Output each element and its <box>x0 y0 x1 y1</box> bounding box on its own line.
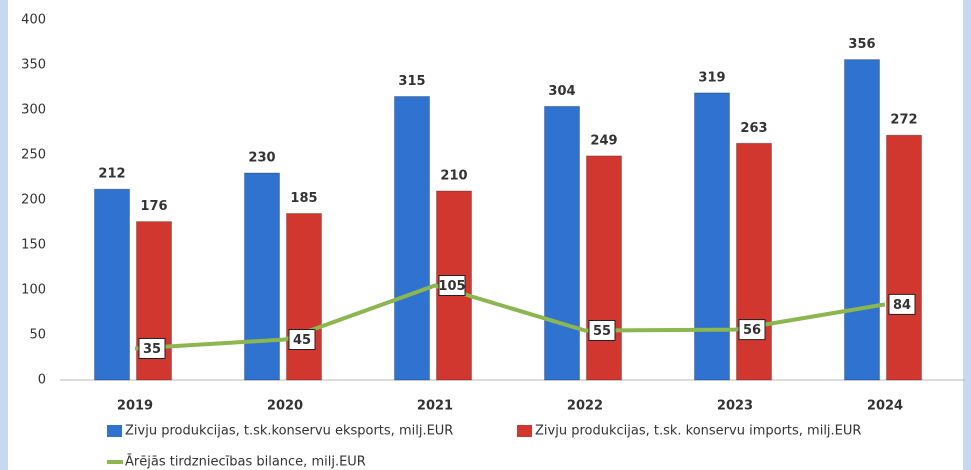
value-label-box <box>738 319 766 341</box>
y-tick-label: 300 <box>21 103 46 118</box>
value-label-box <box>888 293 916 315</box>
legend-label: Zivju produkcijas, t.sk.konservu eksport… <box>125 424 453 439</box>
y-tick-label: 0 <box>38 373 46 388</box>
bar <box>94 188 130 381</box>
y-tick-label: 150 <box>21 238 46 253</box>
bar <box>394 96 430 381</box>
x-tick-label: 2023 <box>717 399 753 414</box>
value-label: 105 <box>438 279 465 294</box>
x-tick-label: 2020 <box>267 399 303 414</box>
bar <box>586 155 622 381</box>
bar <box>736 142 772 381</box>
bar <box>694 92 730 381</box>
legend-label: Ārējās tirdzniecības bilance, milj.EUR <box>125 455 366 470</box>
value-label: 356 <box>848 37 875 52</box>
value-label: 55 <box>593 324 611 339</box>
value-label: 263 <box>740 121 767 136</box>
bar <box>844 59 880 381</box>
value-label-box <box>438 275 466 296</box>
bar <box>544 105 580 381</box>
x-tick-label: 2019 <box>117 399 153 414</box>
value-label: 35 <box>143 342 161 357</box>
legend-label: Zivju produkcijas, t.sk. konservu import… <box>535 424 861 439</box>
x-tick-label: 2024 <box>867 399 903 414</box>
value-label: 56 <box>743 323 761 338</box>
y-tick-label: 350 <box>21 58 46 73</box>
value-label-box <box>288 329 316 350</box>
value-label: 315 <box>398 74 425 89</box>
bar <box>244 172 280 381</box>
value-label: 210 <box>440 169 467 184</box>
legend-swatch <box>107 425 122 437</box>
value-label: 84 <box>893 298 911 313</box>
value-label: 45 <box>293 333 311 348</box>
y-tick-label: 400 <box>21 13 46 28</box>
y-tick-label: 250 <box>21 148 46 163</box>
value-label: 249 <box>590 133 617 148</box>
bar <box>286 213 322 381</box>
value-label: 176 <box>140 199 167 214</box>
y-tick-label: 50 <box>29 328 46 343</box>
value-label: 230 <box>248 151 275 166</box>
value-label: 304 <box>548 84 575 99</box>
y-tick-label: 200 <box>21 193 46 208</box>
legend-swatch <box>517 425 532 437</box>
x-tick-label: 2021 <box>417 399 453 414</box>
value-label: 212 <box>98 167 125 182</box>
y-tick-label: 100 <box>21 283 46 298</box>
value-label: 319 <box>698 70 725 85</box>
value-label: 185 <box>290 191 317 206</box>
value-label: 272 <box>890 113 917 128</box>
bar <box>886 134 922 381</box>
value-label-box <box>138 338 166 359</box>
value-label-box <box>588 320 616 341</box>
x-tick-label: 2022 <box>567 399 603 414</box>
